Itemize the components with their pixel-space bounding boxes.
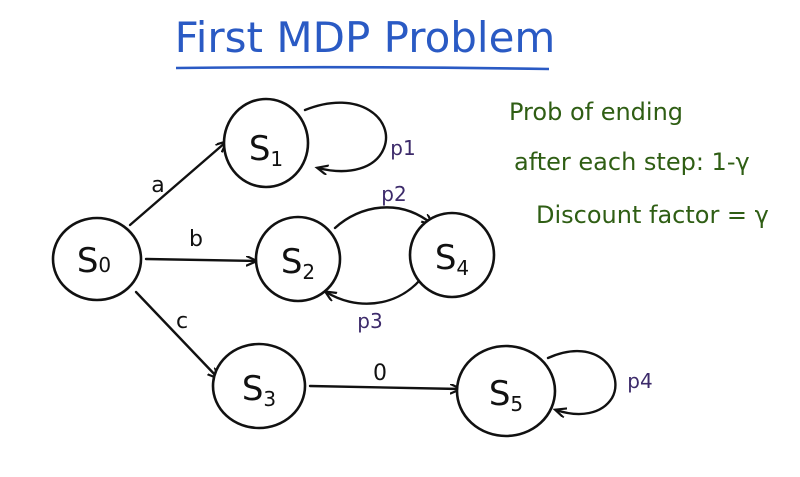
svg-text:S5: S5	[489, 374, 523, 416]
state-s3-sub: 3	[263, 387, 276, 411]
state-s0-sub: 0	[98, 253, 111, 277]
state-s0: S0	[51, 216, 143, 302]
state-s4-sub: 4	[456, 256, 469, 280]
self-loop-s5: p4	[546, 350, 653, 414]
edge-label-b: b	[189, 227, 203, 252]
note-discount-factor: Discount factor = γ	[536, 201, 769, 229]
state-s2: S2	[254, 215, 342, 303]
note-after-each-step: after each step: 1-γ	[514, 148, 750, 176]
edge-s2-s4: p2	[333, 182, 432, 230]
edge-label-a: a	[151, 173, 164, 198]
state-s1: S1	[222, 97, 310, 189]
state-s5-letter: S	[489, 374, 511, 414]
state-s4: S4	[408, 211, 496, 299]
prob-label-p4: p4	[627, 369, 652, 393]
svg-text:S3: S3	[242, 369, 276, 411]
title-underline	[175, 65, 550, 71]
svg-text:S2: S2	[281, 242, 315, 284]
state-s2-letter: S	[281, 242, 303, 282]
edge-b: b	[144, 227, 256, 261]
svg-text:S0: S0	[77, 241, 111, 281]
state-s3-letter: S	[242, 369, 264, 409]
prob-label-p3: p3	[357, 309, 382, 333]
edge-s4-s2: p3	[326, 278, 422, 333]
prob-label-p2: p2	[381, 182, 406, 206]
state-s5-sub: 5	[510, 392, 523, 416]
prob-label-p1: p1	[390, 136, 415, 160]
state-s1-letter: S	[249, 129, 271, 169]
edge-label-zero: 0	[373, 361, 387, 386]
edge-zero: 0	[308, 361, 460, 389]
note-prob-ending: Prob of ending	[509, 98, 683, 126]
page-title: First MDP Problem	[175, 13, 556, 62]
svg-text:S4: S4	[435, 238, 469, 280]
state-s0-letter: S	[77, 241, 99, 281]
state-s2-sub: 2	[302, 260, 315, 284]
self-loop-s1: p1	[303, 101, 416, 171]
edge-label-c: c	[176, 309, 188, 334]
edge-c: c	[134, 290, 218, 378]
state-s4-letter: S	[435, 238, 457, 278]
edge-a: a	[128, 142, 226, 227]
state-s5: S5	[455, 344, 557, 438]
state-s1-sub: 1	[270, 147, 283, 171]
svg-text:S1: S1	[249, 129, 283, 171]
state-s3: S3	[211, 342, 307, 430]
